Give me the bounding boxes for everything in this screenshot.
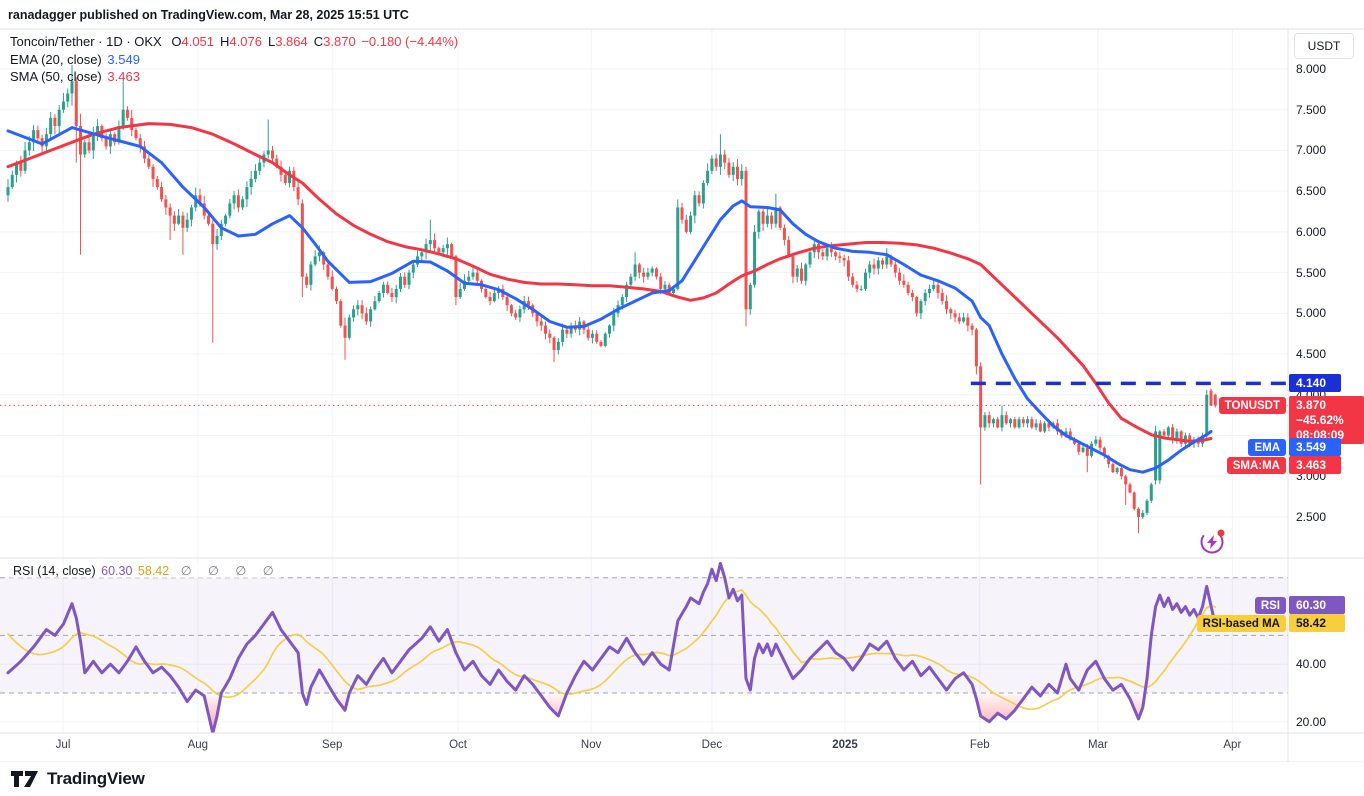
rsi-pane bbox=[0, 561, 1288, 733]
ema-legend-label: EMA (20, close) bbox=[10, 52, 102, 67]
rsi-ma-legend-value: 58.42 bbox=[137, 564, 170, 578]
rsi-oversold-fill bbox=[976, 693, 1028, 722]
price-tick-label: 7.500 bbox=[1296, 102, 1327, 117]
ema-value-badge: 3.549 bbox=[1289, 438, 1341, 456]
sma-legend-value: 3.463 bbox=[107, 69, 140, 84]
rsi-hidden-plots: ∅ ∅ ∅ ∅ bbox=[180, 564, 278, 578]
time-axis-label: Oct bbox=[449, 739, 468, 751]
ohlc-value: 4.076 bbox=[229, 34, 262, 49]
publish-header-text: ranadagger published on TradingView.com,… bbox=[8, 7, 409, 22]
price-tick-label: 7.000 bbox=[1296, 143, 1327, 158]
tradingview-wordmark[interactable]: TradingView bbox=[47, 769, 145, 788]
moving-averages bbox=[6, 122, 1213, 474]
rsi-label-badge: RSI bbox=[1254, 597, 1286, 614]
rsi-oversold-fill bbox=[204, 693, 222, 733]
symbol-title: Toncoin/Tether · 1D · OKX bbox=[10, 34, 162, 49]
rsi-oversold-fill bbox=[336, 693, 350, 711]
time-axis-label: Apr bbox=[1223, 739, 1242, 751]
last-price: 3.870 bbox=[1296, 397, 1327, 412]
ema-label-badge: EMA bbox=[1248, 439, 1286, 456]
sma-value-badge: 3.463 bbox=[1289, 456, 1341, 474]
rsi-tick-label: 20.00 bbox=[1296, 714, 1327, 729]
ohlc-key: C bbox=[313, 34, 324, 49]
ema-legend[interactable]: EMA (20, close) 3.549 bbox=[10, 52, 140, 67]
price-tick-label: 6.500 bbox=[1296, 184, 1327, 199]
ohlc-values: O4.051 H4.076 L3.864 C3.870 bbox=[165, 34, 355, 49]
symbol-price-label-badge: TONUSDT bbox=[1218, 397, 1286, 414]
ohlc-value: 3.870 bbox=[323, 34, 356, 49]
last-price-badge: 3.870 −45.62% 08:08:09 bbox=[1289, 396, 1364, 444]
time-axis-label: Jul bbox=[55, 739, 71, 751]
price-tick-label: 4.500 bbox=[1296, 347, 1327, 362]
ohlc-value: 4.051 bbox=[181, 34, 215, 49]
time-axis-label: Aug bbox=[187, 739, 209, 751]
lightning-marker-icon[interactable] bbox=[1197, 527, 1226, 556]
price-tick-label: 5.000 bbox=[1296, 306, 1327, 321]
ohlc-key: L bbox=[267, 34, 276, 49]
sma-legend[interactable]: SMA (50, close) 3.463 bbox=[10, 69, 140, 84]
ohlc-value: 3.864 bbox=[275, 34, 308, 49]
tradingview-logo-icon[interactable] bbox=[10, 767, 40, 791]
price-change-pct: −45.62% bbox=[1296, 412, 1344, 427]
resistance-level-badge: 4.140 bbox=[1289, 374, 1341, 392]
rsi-ma-value-badge: 58.42 bbox=[1289, 614, 1345, 632]
sma-legend-label: SMA (50, close) bbox=[10, 69, 102, 84]
publish-header: ranadagger published on TradingView.com,… bbox=[0, 0, 1364, 29]
price-tick-label: 8.000 bbox=[1296, 62, 1327, 76]
candlesticks bbox=[6, 64, 1217, 534]
price-tick-label: 5.500 bbox=[1296, 265, 1327, 280]
gridlines bbox=[0, 29, 1288, 733]
rsi-tick-label: 40.00 bbox=[1296, 657, 1327, 672]
price-tick-label: 6.000 bbox=[1296, 224, 1327, 239]
ema-legend-value: 3.549 bbox=[107, 52, 140, 67]
time-axis-label: Feb bbox=[969, 739, 990, 751]
rsi-legend[interactable]: RSI (14, close) 60.30 58.42 ∅ ∅ ∅ ∅ bbox=[10, 563, 281, 578]
rsi-value-badge: 60.30 bbox=[1289, 596, 1345, 614]
time-axis-label: Nov bbox=[580, 739, 602, 751]
rsi-legend-value: 60.30 bbox=[101, 564, 133, 578]
symbol-legend[interactable]: Toncoin/Tether · 1D · OKX O4.051 H4.076 L3… bbox=[10, 34, 458, 49]
price-tick-label: 2.500 bbox=[1296, 509, 1327, 524]
rsi-legend-label: RSI (14, close) bbox=[13, 564, 96, 578]
change-value: −0.180 (−4.44%) bbox=[361, 34, 459, 49]
rsi-ma-label-badge: RSI-based MA bbox=[1196, 615, 1286, 632]
time-axis-label: Mar bbox=[1088, 739, 1108, 751]
ohlc-key: O bbox=[171, 34, 182, 49]
time-axis-label: Sep bbox=[321, 739, 343, 751]
time-axis-label: 2025 bbox=[832, 739, 858, 751]
footer-bar: TradingView bbox=[0, 762, 1364, 796]
time-axis-label: Dec bbox=[701, 739, 723, 751]
ohlc-key: H bbox=[220, 34, 230, 49]
sma-label-badge: SMA:MA bbox=[1226, 457, 1286, 474]
currency-toggle-button[interactable]: USDT bbox=[1294, 33, 1354, 59]
